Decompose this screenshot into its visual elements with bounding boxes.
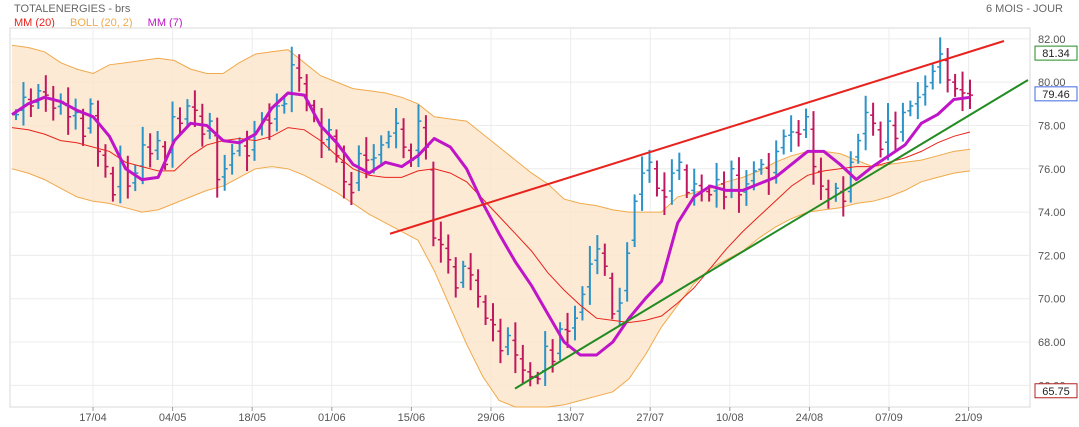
x-tick-label: 15/06 <box>398 412 426 424</box>
y-tick-label: 70.00 <box>1038 294 1066 306</box>
price-badge-label: 81.34 <box>1042 48 1070 60</box>
ma20-line <box>11 127 971 324</box>
y-tick-label: 76.00 <box>1038 164 1066 176</box>
chart-title: TOTALENERGIES - brs <box>14 3 131 15</box>
x-tick-label: 27/07 <box>636 412 664 424</box>
x-tick-label: 04/05 <box>159 412 187 424</box>
chart-legend: MM (20) BOLL (20, 2) MM (7) <box>14 17 194 29</box>
legend-item-mm7: MM (7) <box>147 17 183 29</box>
x-tick-label: 17/04 <box>79 412 107 424</box>
x-tick-label: 18/05 <box>238 412 266 424</box>
y-tick-label: 74.00 <box>1038 207 1066 219</box>
price-badge <box>1034 383 1078 399</box>
price-badge <box>1034 86 1078 102</box>
legend-item-mm20: MM (20) <box>14 17 55 29</box>
y-tick-label: 78.00 <box>1038 120 1066 132</box>
legend-item-boll: BOLL (20, 2) <box>70 17 133 29</box>
price-badge-label: 65.75 <box>1042 386 1070 398</box>
y-tick-label: 68.00 <box>1038 337 1066 349</box>
price-badge <box>1034 45 1078 61</box>
y-tick-label: 80.00 <box>1038 77 1066 89</box>
x-tick-label: 13/07 <box>557 412 585 424</box>
y-tick-label: 82.00 <box>1038 34 1066 46</box>
y-tick-label: 72.00 <box>1038 250 1066 262</box>
x-tick-label: 24/08 <box>796 412 824 424</box>
x-tick-label: 29/06 <box>477 412 505 424</box>
x-tick-label: 07/09 <box>875 412 903 424</box>
ma7-line <box>11 91 971 357</box>
x-tick-label: 10/08 <box>716 412 744 424</box>
trend-line <box>514 79 1029 390</box>
trend-line <box>389 40 1005 235</box>
price-badge-label: 79.46 <box>1042 89 1070 101</box>
x-tick-label: 21/09 <box>955 412 983 424</box>
x-tick-label: 01/06 <box>318 412 346 424</box>
period-label: 6 MOIS - JOUR <box>985 3 1063 15</box>
